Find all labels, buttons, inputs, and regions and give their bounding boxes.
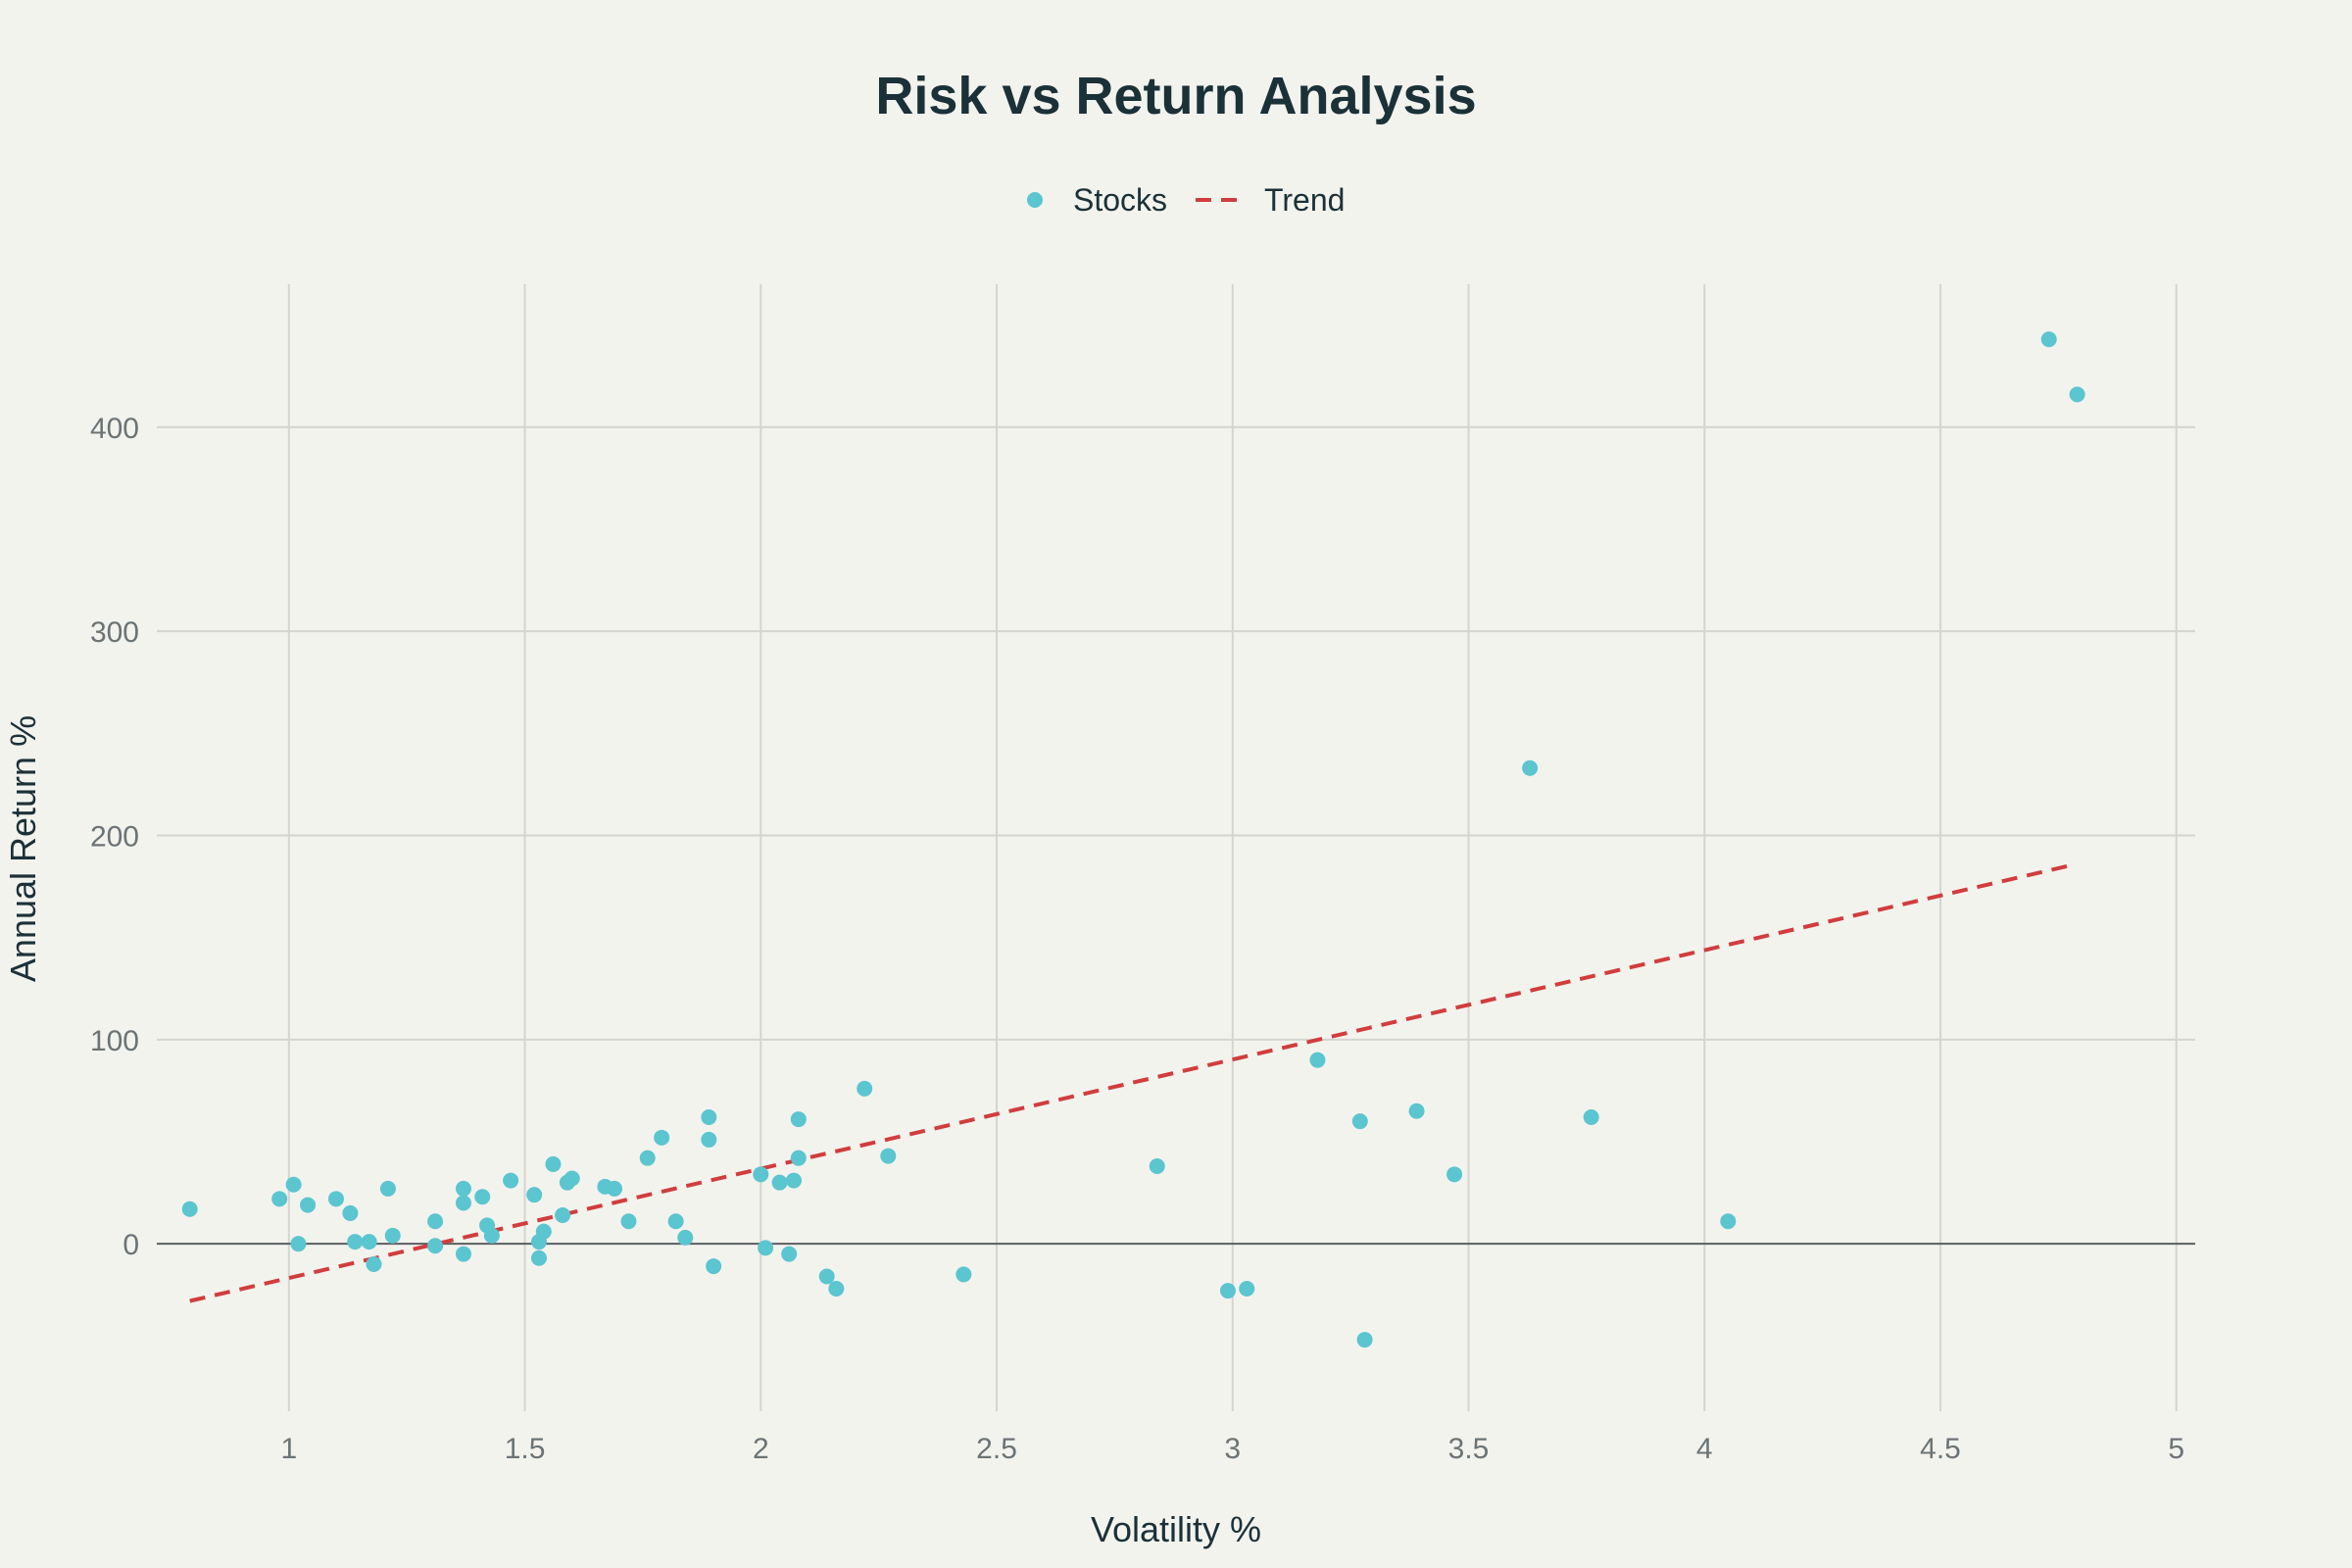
tick-labels: 1 1.5 2 2.5 3 3.5 4 4.5 5 0 100 200 300 400 bbox=[90, 413, 2184, 1465]
grid bbox=[157, 284, 2195, 1411]
stock-point[interactable] bbox=[706, 1258, 722, 1275]
legend-stocks-marker bbox=[1027, 192, 1043, 208]
stock-point[interactable] bbox=[181, 1200, 198, 1217]
stock-point[interactable] bbox=[379, 1180, 396, 1197]
stock-point[interactable] bbox=[781, 1246, 798, 1262]
y-tick-label: 0 bbox=[122, 1229, 139, 1261]
stock-point[interactable] bbox=[956, 1266, 972, 1283]
stock-point[interactable] bbox=[545, 1155, 562, 1172]
stock-point[interactable] bbox=[271, 1191, 288, 1207]
stock-point[interactable] bbox=[1309, 1052, 1326, 1068]
stock-point[interactable] bbox=[1720, 1213, 1737, 1230]
x-tick-label: 2.5 bbox=[976, 1433, 1017, 1465]
legend-trend-label: Trend bbox=[1264, 182, 1345, 218]
stock-point[interactable] bbox=[790, 1111, 807, 1128]
y-tick-label: 200 bbox=[90, 821, 139, 854]
points-layer bbox=[181, 331, 2085, 1348]
stock-point[interactable] bbox=[1239, 1281, 1255, 1297]
x-tick-label: 4 bbox=[1696, 1433, 1713, 1465]
x-tick-label: 5 bbox=[2168, 1433, 2184, 1465]
stock-point[interactable] bbox=[2040, 331, 2057, 348]
x-tick-label: 2 bbox=[753, 1433, 769, 1465]
stock-point[interactable] bbox=[290, 1236, 307, 1252]
x-tick-label: 1.5 bbox=[505, 1433, 546, 1465]
stock-point[interactable] bbox=[342, 1204, 359, 1221]
y-axis-label: Annual Return % bbox=[3, 715, 43, 982]
stock-point[interactable] bbox=[790, 1150, 807, 1166]
stock-point[interactable] bbox=[1583, 1109, 1599, 1125]
stock-point[interactable] bbox=[361, 1234, 377, 1250]
stock-point[interactable] bbox=[1149, 1158, 1165, 1174]
stock-point[interactable] bbox=[607, 1180, 623, 1197]
trend-layer bbox=[189, 863, 2069, 1303]
stock-point[interactable] bbox=[1356, 1332, 1373, 1348]
stock-point[interactable] bbox=[639, 1150, 656, 1166]
stock-point[interactable] bbox=[2069, 386, 2085, 403]
stock-point[interactable] bbox=[347, 1234, 364, 1250]
stock-point[interactable] bbox=[474, 1189, 491, 1205]
stock-point[interactable] bbox=[555, 1207, 571, 1223]
legend-stocks-label: Stocks bbox=[1073, 182, 1167, 218]
stock-point[interactable] bbox=[1351, 1113, 1368, 1130]
stock-point[interactable] bbox=[654, 1129, 670, 1146]
trend-line bbox=[189, 863, 2069, 1303]
x-tick-label: 3 bbox=[1224, 1433, 1241, 1465]
chart-title: Risk vs Return Analysis bbox=[875, 67, 1476, 125]
stock-point[interactable] bbox=[857, 1080, 873, 1097]
stock-point[interactable] bbox=[564, 1170, 580, 1187]
y-tick-label: 100 bbox=[90, 1025, 139, 1057]
stock-point[interactable] bbox=[1408, 1102, 1425, 1119]
stock-point[interactable] bbox=[300, 1197, 317, 1213]
stock-point[interactable] bbox=[880, 1148, 897, 1164]
y-tick-label: 300 bbox=[90, 616, 139, 649]
stock-point[interactable] bbox=[455, 1246, 471, 1262]
stock-point[interactable] bbox=[503, 1172, 519, 1189]
stock-point[interactable] bbox=[384, 1227, 401, 1244]
stock-point[interactable] bbox=[667, 1213, 684, 1230]
stock-point[interactable] bbox=[818, 1268, 835, 1285]
stock-point[interactable] bbox=[786, 1172, 802, 1189]
stock-point[interactable] bbox=[1522, 760, 1539, 776]
stock-point[interactable] bbox=[526, 1187, 543, 1203]
stock-point[interactable] bbox=[620, 1213, 637, 1230]
stock-point[interactable] bbox=[771, 1174, 788, 1191]
stock-point[interactable] bbox=[677, 1229, 694, 1246]
stock-point[interactable] bbox=[701, 1131, 717, 1148]
x-axis-label: Volatility % bbox=[1091, 1509, 1261, 1549]
x-tick-label: 4.5 bbox=[1920, 1433, 1961, 1465]
stock-point[interactable] bbox=[1219, 1283, 1236, 1299]
stock-point[interactable] bbox=[455, 1180, 471, 1197]
stock-point[interactable] bbox=[427, 1213, 444, 1230]
x-tick-label: 3.5 bbox=[1448, 1433, 1490, 1465]
stock-point[interactable] bbox=[701, 1109, 717, 1125]
stock-point[interactable] bbox=[753, 1166, 769, 1183]
y-tick-label: 400 bbox=[90, 413, 139, 445]
x-tick-label: 1 bbox=[280, 1433, 297, 1465]
stock-point[interactable] bbox=[758, 1240, 774, 1256]
stock-point[interactable] bbox=[483, 1227, 500, 1244]
stock-point[interactable] bbox=[535, 1223, 552, 1240]
stock-point[interactable] bbox=[1446, 1166, 1463, 1183]
legend[interactable]: Stocks Trend bbox=[1027, 182, 1345, 218]
stock-point[interactable] bbox=[828, 1281, 845, 1297]
stock-point[interactable] bbox=[531, 1250, 547, 1266]
stock-point[interactable] bbox=[455, 1195, 471, 1211]
stock-point[interactable] bbox=[427, 1238, 444, 1254]
stock-point[interactable] bbox=[285, 1176, 302, 1193]
stock-point[interactable] bbox=[366, 1256, 382, 1272]
stock-point[interactable] bbox=[327, 1191, 344, 1207]
